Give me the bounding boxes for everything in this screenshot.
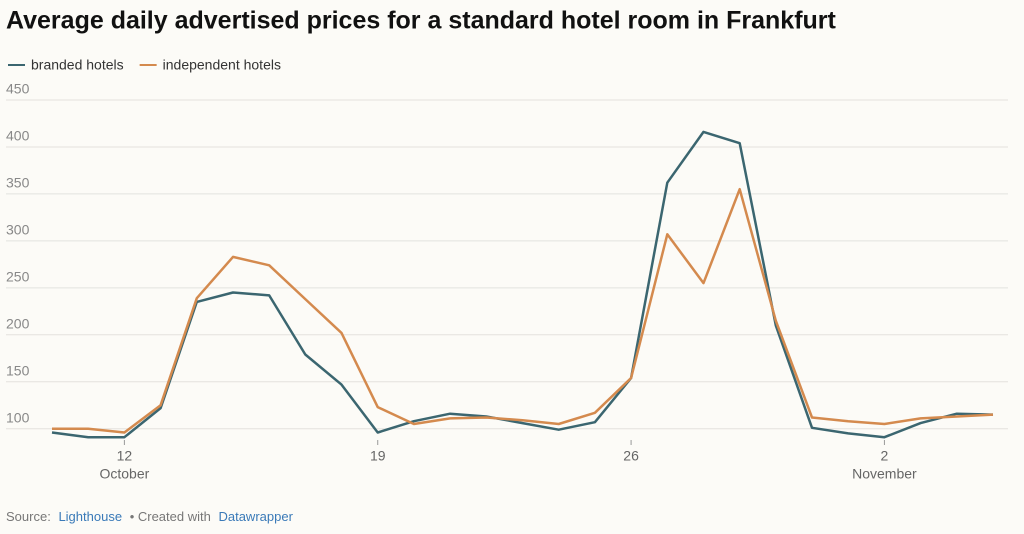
series-line [51, 130, 994, 439]
source-prefix: Source: [6, 509, 51, 524]
source: Source: Lighthouse • Created with Datawr… [6, 509, 294, 524]
y-tick-label: 200 [6, 316, 30, 332]
x-month-label: October [99, 466, 149, 482]
series-line [52, 187, 994, 434]
x-tick-label: 12 [117, 448, 133, 464]
source-link[interactable]: Lighthouse [58, 509, 122, 524]
source-middle: • Created with [130, 509, 211, 524]
legend: branded hotels independent hotels [8, 57, 281, 73]
tool-link[interactable]: Datawrapper [218, 509, 293, 524]
y-tick-label: 350 [6, 175, 30, 191]
x-tick-label: 26 [623, 448, 639, 464]
y-tick-label: 400 [6, 128, 30, 144]
chart-title: Average daily advertised prices for a st… [6, 7, 837, 35]
y-tick-label: 250 [6, 269, 30, 285]
x-tick-label: 19 [370, 448, 386, 464]
y-tick-label: 150 [6, 362, 30, 378]
legend-label: branded hotels [31, 57, 124, 73]
y-tick-label: 300 [6, 222, 30, 238]
x-tick-label: 2 [881, 448, 889, 464]
x-month-label: November [852, 466, 917, 482]
y-tick-label: 450 [6, 81, 30, 97]
legend-label: independent hotels [163, 57, 281, 73]
y-tick-label: 100 [6, 409, 30, 425]
